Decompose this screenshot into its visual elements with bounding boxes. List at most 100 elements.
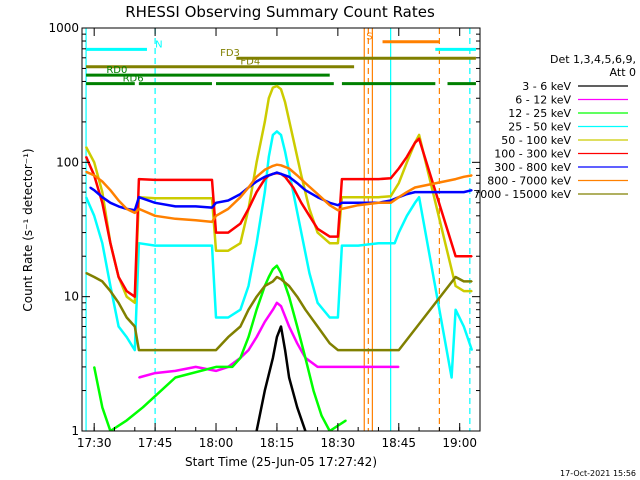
data-point xyxy=(174,349,177,351)
data-point xyxy=(215,370,217,372)
footer-date: 17-Oct-2021 15:56 xyxy=(560,469,636,478)
data-point xyxy=(280,88,282,91)
data-point xyxy=(357,178,359,180)
data-point xyxy=(471,349,473,351)
data-point xyxy=(288,376,290,379)
y-tick-label: 100 xyxy=(56,155,79,169)
data-point xyxy=(215,231,217,234)
data-point xyxy=(227,231,230,234)
data-point xyxy=(255,161,258,164)
data-point xyxy=(406,191,408,193)
data-point xyxy=(316,325,319,328)
data-point xyxy=(255,176,258,178)
data-point xyxy=(247,285,250,287)
data-point xyxy=(377,196,380,199)
data-point xyxy=(133,302,136,304)
data-point xyxy=(268,97,270,100)
data-point xyxy=(227,208,230,210)
data-point xyxy=(154,201,156,204)
data-point xyxy=(194,219,197,222)
data-point xyxy=(284,101,286,104)
data-point xyxy=(406,161,408,164)
data-point xyxy=(337,204,339,206)
data-point xyxy=(263,389,266,392)
data-point xyxy=(154,372,156,374)
data-point xyxy=(296,325,299,328)
data-point xyxy=(406,155,408,158)
data-point xyxy=(211,244,213,247)
legend-entry-label: 50 - 100 keV xyxy=(501,134,571,147)
y-tick-label: 10 xyxy=(64,290,79,304)
data-point xyxy=(328,316,331,319)
data-point xyxy=(341,244,343,247)
data-point xyxy=(215,316,217,319)
data-point xyxy=(272,134,274,136)
data-point xyxy=(316,193,319,195)
series-line xyxy=(84,130,474,379)
data-point xyxy=(276,163,278,166)
series-line xyxy=(255,325,307,431)
data-point xyxy=(418,196,420,199)
data-point xyxy=(117,325,120,328)
data-point xyxy=(288,325,290,328)
data-point xyxy=(85,146,87,148)
data-point xyxy=(133,209,136,212)
data-point xyxy=(109,201,112,204)
data-point xyxy=(89,186,91,189)
x-tick-label: 18:00 xyxy=(199,436,234,450)
data-point xyxy=(418,137,420,140)
data-point xyxy=(337,366,339,368)
data-point xyxy=(194,349,197,351)
x-tick-label: 18:30 xyxy=(321,436,356,450)
data-point xyxy=(471,280,473,283)
data-point xyxy=(227,336,230,338)
x-axis-label: Start Time (25-Jun-05 17:27:42) xyxy=(185,455,377,469)
data-point xyxy=(462,176,465,178)
data-point xyxy=(263,178,266,180)
data-point xyxy=(377,349,380,351)
axes: 17:30 17:45 18:00 18:15 18:30 18:45 19:00 1 10 10… xyxy=(48,21,481,450)
data-point xyxy=(93,161,95,164)
data-point xyxy=(263,320,266,323)
data-point xyxy=(454,308,457,311)
data-point xyxy=(247,336,250,338)
data-point xyxy=(117,302,120,304)
state-bar-label: RD0 xyxy=(106,65,127,76)
data-point xyxy=(215,201,217,204)
data-point xyxy=(300,174,303,177)
series-line xyxy=(92,264,347,431)
data-point xyxy=(288,167,290,170)
x-tick-label: 17:45 xyxy=(138,436,173,450)
data-point xyxy=(93,214,95,217)
data-point xyxy=(316,366,319,368)
data-point xyxy=(292,186,294,189)
data-point xyxy=(117,205,120,208)
data-point xyxy=(316,231,319,234)
data-point xyxy=(276,336,278,338)
data-point xyxy=(85,196,87,199)
data-point xyxy=(239,357,242,359)
legend-entry-label: 12 - 25 keV xyxy=(508,107,571,120)
data-point xyxy=(174,205,177,208)
data-point xyxy=(247,308,250,311)
data-point xyxy=(337,316,339,319)
data-point xyxy=(454,276,457,278)
data-point xyxy=(255,180,258,183)
data-point xyxy=(337,242,339,245)
data-point xyxy=(280,134,282,136)
data-point xyxy=(85,171,87,173)
data-point xyxy=(276,171,278,174)
legend-entry-label: 100 - 300 keV xyxy=(494,148,571,161)
data-point xyxy=(125,316,128,319)
data-point xyxy=(272,173,274,175)
data-point xyxy=(337,209,339,212)
data-point xyxy=(462,191,465,193)
x-tick-label: 18:45 xyxy=(381,436,416,450)
data-point xyxy=(194,197,197,200)
data-point xyxy=(471,189,473,192)
data-point xyxy=(125,208,128,210)
data-point xyxy=(304,189,307,192)
legend-entry-label: 3 - 6 keV xyxy=(522,80,571,93)
data-point xyxy=(138,376,140,379)
